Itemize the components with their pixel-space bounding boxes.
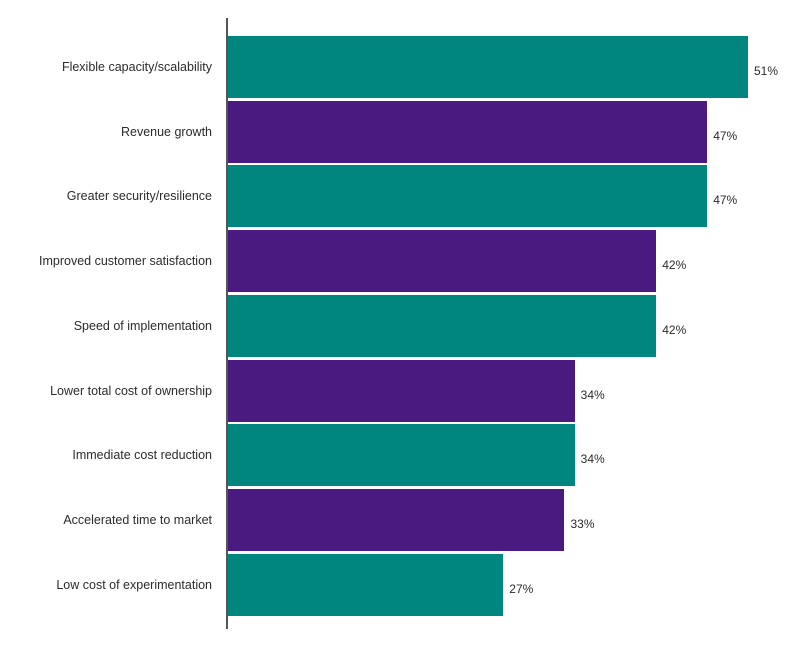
category-label: Accelerated time to market <box>63 512 212 527</box>
value-label: 42% <box>662 322 687 337</box>
value-label: 51% <box>754 64 779 78</box>
bar <box>228 488 565 551</box>
category-label: Flexible capacity/scalability <box>61 60 212 74</box>
value-label: 33% <box>570 516 595 531</box>
value-label: 34% <box>580 452 605 467</box>
bar <box>228 359 575 422</box>
bar <box>228 36 748 98</box>
category-label: Lower total cost of ownership <box>50 383 212 398</box>
value-label: 42% <box>662 258 687 273</box>
value-label: 47% <box>713 193 738 208</box>
category-label: Revenue growth <box>120 124 212 139</box>
category-label: Immediate cost reduction <box>72 448 212 463</box>
value-label: 47% <box>713 128 738 143</box>
bar <box>228 230 657 293</box>
bar <box>228 100 708 163</box>
bar <box>228 294 657 357</box>
category-label: Speed of implementation <box>73 318 212 333</box>
bar <box>228 553 504 616</box>
y-axis-line <box>226 18 228 629</box>
value-label: 34% <box>580 387 605 402</box>
bar <box>228 424 575 487</box>
category-label: Low cost of experimentation <box>56 577 212 592</box>
value-label: 27% <box>509 581 534 596</box>
category-label: Improved customer satisfaction <box>39 254 212 269</box>
bar <box>228 165 708 228</box>
category-label: Greater security/resilience <box>66 189 212 204</box>
